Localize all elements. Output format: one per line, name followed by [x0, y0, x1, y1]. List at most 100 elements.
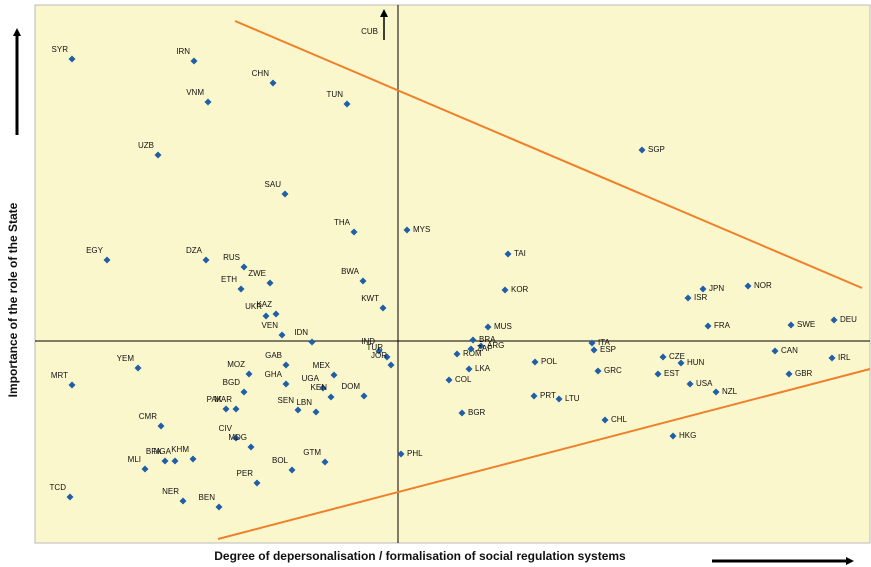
- point-label: VEN: [262, 321, 279, 330]
- point: [68, 55, 76, 63]
- point-label: BWA: [341, 267, 360, 276]
- point-label: MAR: [214, 395, 232, 404]
- point: [669, 432, 677, 440]
- point: [555, 395, 563, 403]
- point-label: HKG: [679, 431, 696, 440]
- point: [467, 345, 475, 353]
- point-label: POL: [541, 357, 558, 366]
- point-label: CZE: [669, 352, 685, 361]
- point-label: NOR: [754, 281, 772, 290]
- point-label: ZAF: [477, 344, 492, 353]
- point: [588, 339, 596, 347]
- point-label: USA: [696, 379, 713, 388]
- point: [484, 323, 492, 331]
- point: [245, 370, 253, 378]
- x-axis-title: Degree of depersonalisation / formalisat…: [214, 549, 626, 563]
- point-label: LKA: [475, 364, 491, 373]
- point: [240, 388, 248, 396]
- point-label: MUS: [494, 322, 512, 331]
- point: [458, 409, 466, 417]
- point-label: SEN: [278, 396, 295, 405]
- point-label: IRL: [838, 353, 851, 362]
- point-label: KOR: [511, 285, 529, 294]
- point-label: NGA: [154, 447, 172, 456]
- point-label: EGY: [86, 246, 104, 255]
- boundary-line: [234, 20, 863, 289]
- point-label: KWT: [361, 294, 379, 303]
- point-label: KAZ: [256, 300, 272, 309]
- point: [308, 338, 316, 346]
- point-label: BGR: [468, 408, 486, 417]
- point: [204, 98, 212, 106]
- point-label: MLI: [128, 455, 141, 464]
- point: [157, 422, 165, 430]
- y-axis-title: Importance of the role of the State: [6, 202, 20, 397]
- point: [343, 100, 351, 108]
- point: [501, 286, 509, 294]
- point-label: IRN: [176, 47, 190, 56]
- point-label: PER: [237, 469, 254, 478]
- point: [359, 277, 367, 285]
- point-label: ETH: [221, 275, 237, 284]
- point: [477, 342, 485, 350]
- point: [154, 151, 162, 159]
- point: [134, 364, 142, 372]
- point: [601, 416, 609, 424]
- point: [403, 226, 411, 234]
- point: [215, 503, 223, 511]
- point: [677, 359, 685, 367]
- point-label: CHL: [611, 415, 628, 424]
- point: [530, 392, 538, 400]
- point: [266, 279, 274, 287]
- point-label: KHM: [171, 445, 189, 454]
- point-label: CHN: [252, 69, 270, 78]
- point-label: JOR: [371, 351, 387, 360]
- point: [379, 304, 387, 312]
- point: [232, 434, 240, 442]
- point: [103, 256, 111, 264]
- point-label: RUS: [223, 253, 240, 262]
- point-label: BFA: [146, 447, 162, 456]
- point-label: UKR: [245, 302, 262, 311]
- point: [237, 285, 245, 293]
- point-label: SAU: [265, 180, 282, 189]
- point: [179, 497, 187, 505]
- point: [659, 353, 667, 361]
- point: [654, 370, 662, 378]
- point: [68, 381, 76, 389]
- point-label: NER: [162, 487, 179, 496]
- point: [360, 392, 368, 400]
- point-label: TAI: [514, 249, 526, 258]
- point: [189, 455, 197, 463]
- point-label: PRT: [540, 391, 556, 400]
- point: [469, 336, 477, 344]
- point: [594, 367, 602, 375]
- point-label: TCD: [50, 483, 67, 492]
- point-label: GHA: [265, 370, 283, 379]
- point: [771, 347, 779, 355]
- point: [375, 347, 383, 355]
- point: [294, 406, 302, 414]
- point: [686, 380, 694, 388]
- point: [590, 346, 598, 354]
- point-label: GBR: [795, 369, 813, 378]
- point: [445, 376, 453, 384]
- point-label: HUN: [687, 358, 705, 367]
- point: [288, 466, 296, 474]
- point-label: PHL: [407, 449, 423, 458]
- point-label: IND: [361, 337, 375, 346]
- point: [704, 322, 712, 330]
- point: [465, 365, 473, 373]
- point-label: TUR: [367, 343, 384, 352]
- point: [350, 228, 358, 236]
- point-label: TUN: [327, 90, 344, 99]
- point: [319, 384, 327, 392]
- point-label: LTU: [565, 394, 580, 403]
- point-label: ZWE: [248, 269, 266, 278]
- point-label: GAB: [265, 351, 282, 360]
- point-label: MEX: [313, 361, 331, 370]
- point-label: COL: [455, 375, 472, 384]
- point: [240, 263, 248, 271]
- point-label: DZA: [186, 246, 203, 255]
